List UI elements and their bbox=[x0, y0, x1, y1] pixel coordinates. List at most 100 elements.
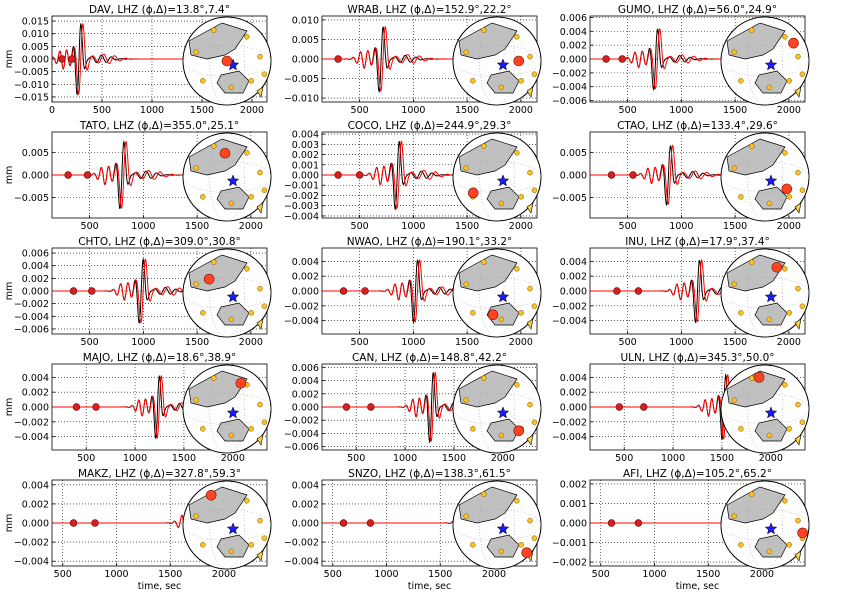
x-tick-label: 1000 bbox=[669, 337, 693, 348]
station-dot bbox=[481, 259, 487, 265]
x-tick-label: 1000 bbox=[401, 337, 425, 348]
target-station-dot bbox=[788, 37, 799, 49]
phase-marker bbox=[88, 287, 96, 295]
y-tick-label: −0.004 bbox=[552, 316, 587, 327]
phase-marker bbox=[634, 287, 643, 295]
station-dot bbox=[470, 78, 476, 84]
y-tick-label: −0.002 bbox=[552, 558, 587, 569]
panel-uln: ULN, LHZ (ϕ,Δ)=345.3°,50.0° 500 1000 1500 20… bbox=[552, 352, 810, 464]
x-tick-label: 2000 bbox=[239, 221, 263, 232]
y-tick-label: −0.002 bbox=[284, 416, 319, 427]
panel-title: CAN, LHZ (ϕ,Δ)=148.8°,42.2° bbox=[352, 352, 507, 364]
y-tick-label: −0.002 bbox=[552, 68, 587, 79]
station-dot bbox=[481, 27, 487, 33]
panel-inu: INU, LHZ (ϕ,Δ)=17.9°,37.4° 500 1000 1500 200… bbox=[552, 236, 810, 348]
phase-marker bbox=[607, 171, 616, 179]
x-tick-label: 1000 bbox=[401, 221, 425, 232]
event-star-icon bbox=[764, 174, 778, 187]
station-dot bbox=[786, 78, 792, 84]
phase-marker bbox=[607, 519, 616, 527]
phase-marker bbox=[334, 171, 342, 179]
station-map-inset bbox=[720, 16, 810, 106]
station-dot bbox=[527, 401, 533, 408]
y-tick-label: 0.000 bbox=[292, 55, 319, 66]
x-tick-label: 2000 bbox=[509, 337, 533, 348]
event-star-icon bbox=[496, 406, 510, 419]
station-dot bbox=[518, 194, 524, 200]
phase-marker bbox=[640, 403, 648, 411]
x-tick-label: 500 bbox=[619, 105, 637, 116]
station-map-inset bbox=[452, 364, 542, 454]
event-star-icon bbox=[226, 174, 240, 187]
y-tick-label: 0.006 bbox=[292, 363, 319, 374]
station-dot bbox=[498, 548, 505, 555]
y-tick-label: 0.000 bbox=[560, 55, 587, 66]
y-tick-label: 0.001 bbox=[292, 160, 319, 171]
station-dot bbox=[211, 143, 217, 149]
station-dot bbox=[731, 397, 737, 403]
x-tick-label: 1000 bbox=[393, 453, 417, 464]
y-tick-label: 0.002 bbox=[22, 274, 49, 285]
station-map-inset bbox=[182, 132, 272, 222]
station-dot bbox=[257, 285, 263, 292]
y-tick-label: −0.005 bbox=[284, 74, 319, 85]
x-tick-label: 500 bbox=[54, 569, 72, 580]
station-dot bbox=[481, 491, 487, 497]
station-dot bbox=[261, 71, 268, 77]
station-dot bbox=[795, 401, 801, 408]
station-dot bbox=[193, 49, 199, 55]
y-tick-label: 0.000 bbox=[22, 519, 49, 530]
y-tick-label: −0.010 bbox=[284, 94, 319, 105]
station-dot bbox=[211, 27, 217, 33]
y-tick-label: 0.000 bbox=[292, 287, 319, 298]
station-dot bbox=[518, 78, 524, 84]
x-tick-label: 1000 bbox=[123, 453, 147, 464]
y-tick-label: 0.005 bbox=[560, 148, 587, 159]
x-tick-label: 2000 bbox=[777, 105, 801, 116]
y-tick-label: 0.000 bbox=[22, 403, 49, 414]
phase-marker bbox=[366, 519, 375, 527]
target-station-dot bbox=[219, 147, 231, 159]
y-tick-label: −0.006 bbox=[284, 442, 319, 453]
target-station-dot bbox=[753, 372, 765, 383]
x-tick-label: 1000 bbox=[661, 453, 685, 464]
y-tick-label: 0.002 bbox=[560, 272, 587, 283]
station-dot bbox=[498, 200, 505, 207]
station-dot bbox=[261, 535, 268, 541]
station-dot bbox=[799, 303, 806, 309]
phase-marker bbox=[615, 403, 624, 411]
station-dot bbox=[248, 310, 254, 316]
y-tick-label: 0.006 bbox=[560, 13, 587, 24]
station-map-inset bbox=[182, 364, 272, 454]
y-tick-label: −0.006 bbox=[552, 96, 587, 107]
station-dot bbox=[766, 432, 773, 439]
x-tick-label: 500 bbox=[81, 221, 99, 232]
panel-gumo: GUMO, LHZ (ϕ,Δ)=56.0°,24.9° 500 1000 1500 20… bbox=[552, 4, 810, 116]
y-tick-label: 0.002 bbox=[292, 389, 319, 400]
phase-marker bbox=[72, 403, 81, 411]
y-tick-label: −0.004 bbox=[552, 82, 587, 93]
y-tick-label: 0.000 bbox=[22, 287, 49, 298]
panel-title: INU, LHZ (ϕ,Δ)=17.9°,37.4° bbox=[625, 236, 770, 248]
phase-marker bbox=[91, 519, 99, 527]
station-dot bbox=[193, 397, 199, 403]
station-dot bbox=[261, 187, 268, 193]
x-tick-label: 2000 bbox=[491, 453, 515, 464]
x-tick-label: 2000 bbox=[759, 453, 783, 464]
station-dot bbox=[248, 542, 254, 548]
station-dot bbox=[786, 542, 792, 548]
y-tick-label: 0.002 bbox=[22, 388, 49, 399]
station-map-inset bbox=[452, 132, 542, 222]
station-dot bbox=[200, 426, 206, 432]
station-dot bbox=[498, 316, 505, 323]
y-tick-label: −0.004 bbox=[14, 432, 49, 443]
target-station-dot bbox=[797, 527, 808, 539]
station-dot bbox=[766, 316, 773, 323]
y-axis-label: mm bbox=[4, 398, 15, 417]
y-tick-label: 0.002 bbox=[560, 41, 587, 52]
y-tick-label: −0.004 bbox=[14, 312, 49, 323]
event-star-icon bbox=[226, 290, 240, 303]
x-tick-label: 0 bbox=[49, 105, 55, 116]
station-dot bbox=[463, 49, 469, 55]
x-tick-label: 1000 bbox=[401, 105, 425, 116]
